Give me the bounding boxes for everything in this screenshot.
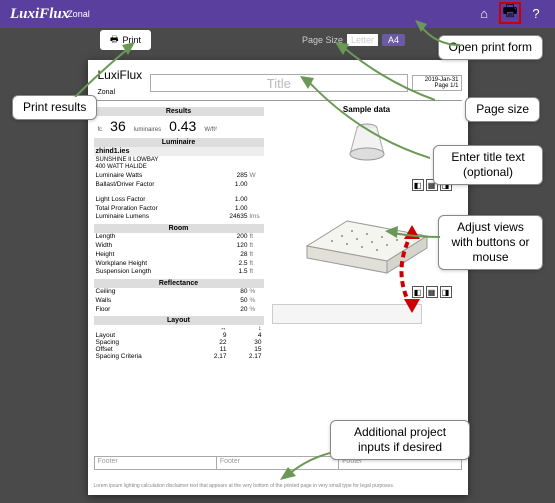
luminaire-rows: Luminaire Watts285WBallast/Driver Factor… [94, 172, 264, 222]
data-row: Ballast/Driver Factor1.00 [94, 181, 264, 190]
layout-row: Spacing2230 [96, 339, 262, 346]
luminaire-desc2: 400 WATT HALIDE [96, 164, 262, 171]
data-row: Light Loss Factor1.00 [94, 196, 264, 205]
footer-note: Lorem ipsum lighting calculation disclai… [94, 483, 462, 489]
data-row: Luminaire Lumens24635lms [94, 213, 264, 222]
callout-arrow-icon [385, 225, 440, 250]
layout-row: Layout94 [96, 332, 262, 339]
printer-icon: 🖶 [502, 0, 517, 27]
data-row: Length200ft [94, 233, 264, 242]
callout-adjust-views: Adjust views with buttons or mouse [438, 215, 543, 270]
home-icon[interactable]: ⌂ [475, 4, 493, 22]
callout-additional: Additional project inputs if desired [330, 420, 470, 460]
layout-rows: ↔↕Layout94Spacing2230Offset1115Spacing C… [94, 325, 264, 360]
app-logo: LuxiFlux [10, 6, 69, 23]
print-form-button[interactable]: 🖶 [499, 2, 521, 24]
data-row: Walls50% [94, 297, 264, 306]
luminaire-file: zhind1.ies [94, 147, 264, 156]
callout-arrow-icon [300, 76, 430, 161]
view-side-icon[interactable]: ◨ [440, 286, 452, 298]
data-row: Height28ft [94, 251, 264, 260]
data-row: Width120ft [94, 242, 264, 251]
help-icon[interactable]: ? [527, 4, 545, 22]
reflectance-header: Reflectance [94, 279, 264, 288]
luminaire-count: 36 [110, 118, 126, 134]
callout-arrow-icon [280, 450, 330, 480]
data-row: Suspension Length1.5ft [94, 268, 264, 277]
layout-row: Offset1115 [96, 346, 262, 353]
plan-view[interactable] [272, 304, 422, 324]
left-column: Results fc 36 luminaires 0.43 W/ft² Lumi… [94, 105, 264, 360]
data-row: Total Proration Factor1.00 [94, 205, 264, 214]
data-row: Workplane Height2.5ft [94, 260, 264, 269]
luminaire-desc1: SUNSHINE II LOWBAY [96, 157, 262, 164]
topbar-right: ⌂ 🖶 ? [475, 2, 545, 24]
topbar: LuxiFlux Zonal ⌂ 🖶 ? [0, 0, 555, 28]
luminaire-header: Luminaire [94, 138, 264, 147]
view-iso-icon[interactable]: ◧ [412, 179, 424, 191]
luminaire-unit: luminaires [134, 127, 161, 133]
room-header: Room [94, 224, 264, 233]
wft-value: 0.43 [169, 118, 196, 134]
data-row: Luminaire Watts285W [94, 172, 264, 181]
layout-row: Spacing Criteria2.172.17 [96, 353, 262, 360]
app-logo-sub: Zonal [67, 9, 90, 19]
data-row: Floor20% [94, 306, 264, 315]
results-header: Results [94, 107, 264, 116]
luminaire-desc: SUNSHINE II LOWBAY 400 WATT HALIDE [94, 156, 264, 172]
data-row: Ceiling80% [94, 288, 264, 297]
wft-unit: W/ft² [204, 127, 217, 133]
view-icons-2: ◧ ▦ ◨ [272, 286, 462, 298]
footer-cell-1[interactable]: Footer [95, 457, 217, 469]
fc-label: fc [98, 127, 103, 133]
callout-arrow-icon [70, 42, 140, 97]
view-top-icon[interactable]: ▦ [426, 286, 438, 298]
results-row: fc 36 luminaires 0.43 W/ft² [94, 116, 264, 136]
room-rows: Length200ftWidth120ftHeight28ftWorkplane… [94, 233, 264, 277]
callout-enter-title: Enter title text (optional) [433, 145, 543, 185]
callout-page-size: Page size [465, 97, 540, 122]
view-iso-icon[interactable]: ◧ [412, 286, 424, 298]
callout-print-results: Print results [12, 95, 97, 120]
reflectance-rows: Ceiling80%Walls50%Floor20% [94, 288, 264, 314]
layout-header: Layout [94, 316, 264, 325]
